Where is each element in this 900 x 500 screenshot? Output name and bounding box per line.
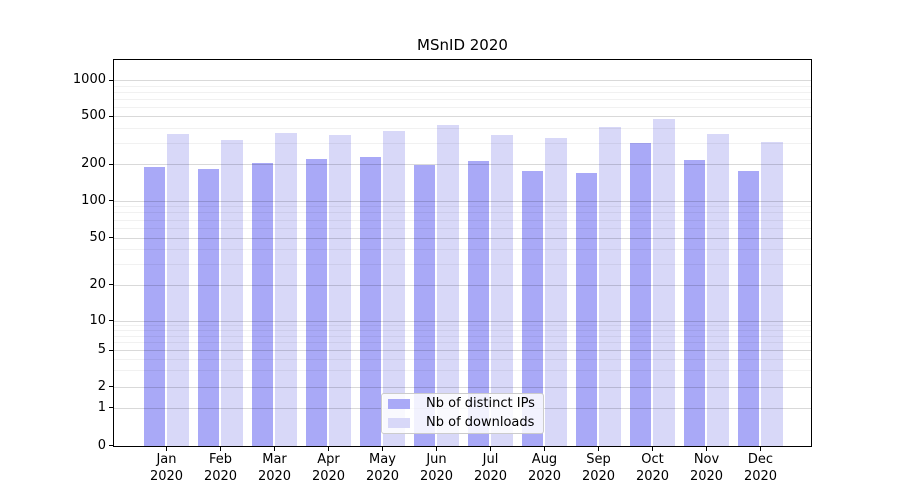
bar-nb-of-distinct-ips-jan-2020 <box>143 166 166 446</box>
bar-nb-of-distinct-ips-aug-2020 <box>521 170 544 446</box>
legend-label-downloads: Nb of downloads <box>426 415 535 430</box>
bar-nb-of-distinct-ips-jun-2020 <box>413 165 436 446</box>
y-tick-1000 <box>109 79 113 81</box>
y-tick-2 <box>109 386 113 388</box>
x-tick-sep-2020 <box>598 447 599 451</box>
x-tick-dec-2020 <box>760 447 761 451</box>
y-tick-100 <box>109 200 113 201</box>
legend-swatch-downloads <box>388 418 410 428</box>
y-tick-5 <box>109 349 113 351</box>
y-tick-50 <box>109 237 113 238</box>
x-tick-label-jan-2020: Jan 2020 <box>149 452 184 484</box>
y-tick-200 <box>109 163 113 165</box>
x-tick-nov-2020 <box>706 447 707 451</box>
bar-nb-of-downloads-aug-2020 <box>545 137 567 446</box>
x-tick-may-2020 <box>382 447 383 451</box>
x-tick-jun-2020 <box>436 447 437 451</box>
y-tick-label-1000: 1000 <box>72 72 106 87</box>
y-tick-label-50: 50 <box>89 229 106 245</box>
x-tick-jan-2020 <box>166 447 167 451</box>
bar-nb-of-downloads-jun-2020 <box>437 125 459 446</box>
bar-nb-of-downloads-feb-2020 <box>221 140 243 446</box>
y-tick-1 <box>109 407 113 409</box>
legend: Nb of distinct IPs Nb of downloads <box>381 393 544 434</box>
x-tick-jul-2020 <box>490 447 491 451</box>
chart-title: MSnID 2020 <box>417 36 508 54</box>
y-tick-label-100: 100 <box>81 192 106 208</box>
bar-nb-of-downloads-may-2020 <box>383 131 405 446</box>
x-tick-feb-2020 <box>220 447 221 451</box>
legend-item-downloads: Nb of downloads <box>388 415 543 431</box>
bar-nb-of-downloads-dec-2020 <box>761 142 783 446</box>
x-tick-label-dec-2020: Dec 2020 <box>743 452 778 484</box>
bar-nb-of-downloads-apr-2020 <box>329 134 351 446</box>
bar-nb-of-downloads-jan-2020 <box>167 133 189 446</box>
bar-nb-of-distinct-ips-mar-2020 <box>251 162 274 446</box>
y-tick-500 <box>109 115 113 117</box>
y-tick-label-1: 1 <box>97 399 106 415</box>
y-tick-label-5: 5 <box>97 342 106 357</box>
x-tick-aug-2020 <box>544 447 545 451</box>
bar-nb-of-downloads-nov-2020 <box>707 134 729 446</box>
x-tick-label-apr-2020: Apr 2020 <box>311 452 346 484</box>
y-tick-label-20: 20 <box>89 276 106 292</box>
bar-nb-of-distinct-ips-apr-2020 <box>305 159 328 446</box>
x-tick-apr-2020 <box>328 447 329 451</box>
x-tick-label-sep-2020: Sep 2020 <box>581 452 616 484</box>
bar-nb-of-distinct-ips-feb-2020 <box>197 169 220 446</box>
x-tick-label-mar-2020: Mar 2020 <box>257 452 292 484</box>
legend-label-distinct-ips: Nb of distinct IPs <box>426 396 535 411</box>
y-tick-label-2: 2 <box>97 378 106 394</box>
bar-nb-of-distinct-ips-nov-2020 <box>683 159 706 446</box>
bar-nb-of-downloads-oct-2020 <box>653 119 675 446</box>
y-tick-label-0: 0 <box>97 437 106 453</box>
y-tick-10 <box>109 320 113 321</box>
legend-swatch-distinct-ips <box>388 399 410 409</box>
bar-nb-of-downloads-jul-2020 <box>491 135 513 446</box>
bars-layer <box>114 60 811 446</box>
y-tick-20 <box>109 284 113 285</box>
x-tick-label-aug-2020: Aug 2020 <box>527 452 562 484</box>
x-tick-label-feb-2020: Feb 2020 <box>203 452 238 484</box>
bar-nb-of-downloads-sep-2020 <box>599 127 621 446</box>
bar-nb-of-distinct-ips-dec-2020 <box>737 171 760 446</box>
bar-nb-of-downloads-mar-2020 <box>275 132 297 446</box>
bar-nb-of-distinct-ips-oct-2020 <box>629 143 652 446</box>
x-tick-label-oct-2020: Oct 2020 <box>635 452 670 484</box>
y-tick-label-500: 500 <box>81 108 106 124</box>
x-tick-label-may-2020: May 2020 <box>365 452 400 484</box>
x-tick-oct-2020 <box>652 447 653 451</box>
x-tick-label-jun-2020: Jun 2020 <box>419 452 454 484</box>
plot-area <box>113 59 812 447</box>
bar-nb-of-distinct-ips-may-2020 <box>359 156 382 446</box>
bar-nb-of-distinct-ips-jul-2020 <box>467 160 490 446</box>
x-tick-label-nov-2020: Nov 2020 <box>689 452 724 484</box>
legend-item-distinct-ips: Nb of distinct IPs <box>388 396 543 412</box>
y-tick-0 <box>109 445 113 446</box>
y-tick-label-10: 10 <box>89 312 106 328</box>
x-tick-label-jul-2020: Jul 2020 <box>473 452 508 484</box>
y-tick-label-200: 200 <box>81 156 106 171</box>
bar-nb-of-distinct-ips-sep-2020 <box>575 172 598 446</box>
x-tick-mar-2020 <box>274 447 275 451</box>
